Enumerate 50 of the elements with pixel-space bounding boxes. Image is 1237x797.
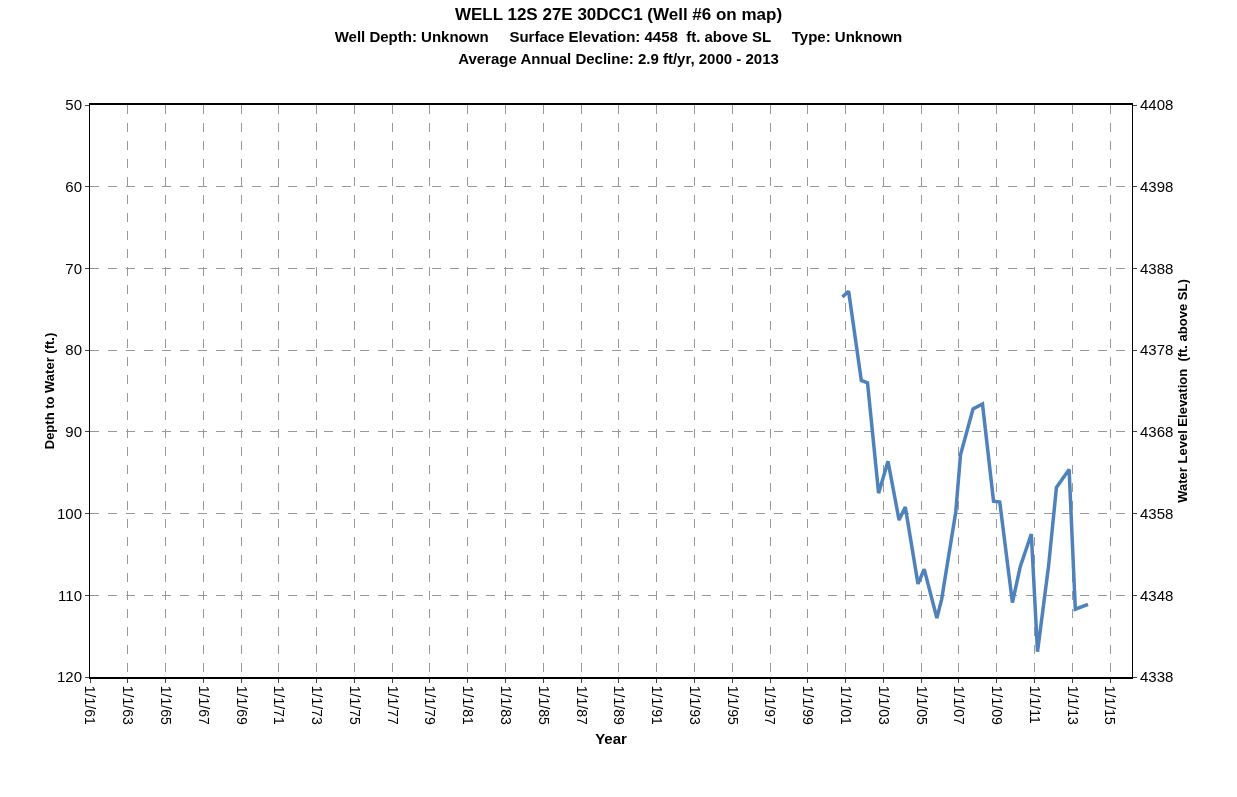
y-tick-label: 110 [58,586,82,604]
x-tick-label: 1/1/03 [875,685,892,725]
x-tick-label: 1/1/05 [913,685,930,725]
y2-axis-title: Water Level Elevation (ft. above SL) [1175,279,1191,503]
x-tick-label: 1/1/15 [1102,685,1119,725]
y-tick-label: 70 [65,259,82,277]
x-tick-label: 1/1/85 [535,685,552,725]
x-tick-label: 1/1/69 [233,685,250,725]
x-tick-label: 1/1/79 [422,685,439,725]
y-tick-label: 90 [65,423,82,441]
x-tick-label: 1/1/71 [271,685,288,725]
x-tick-label: 1/1/77 [384,685,401,725]
y2-tick-label: 4368 [1140,423,1174,441]
x-tick-label: 1/1/09 [989,685,1006,725]
x-axis-title: Year [595,730,628,748]
x-tick-label: 1/1/81 [460,685,477,725]
y2-tick-label: 4338 [1140,668,1174,686]
y2-tick-label: 4408 [1140,96,1174,114]
line-series [840,289,1090,654]
x-tick-label: 1/1/13 [1064,685,1081,725]
y-axis-title: Depth to Water (ft.) [42,332,57,450]
y2-tick-label: 4388 [1140,259,1174,277]
y2-tick-label: 4398 [1140,177,1174,195]
x-tick-label: 1/1/07 [951,685,968,725]
x-tick-label: 1/1/65 [158,685,175,725]
y-tick-label: 60 [65,177,82,195]
x-tick-label: 1/1/83 [498,685,514,725]
y-tick-label: 120 [56,668,82,686]
x-tick-label: 1/1/01 [838,685,855,725]
y2-tick-label: 4348 [1140,586,1174,604]
x-tick-label: 1/1/61 [82,685,99,725]
y2-tick-label: 4358 [1140,504,1174,522]
y-tick-label: 50 [65,96,82,114]
x-tick-label: 1/1/11 [1026,685,1043,724]
x-tick-label: 1/1/89 [611,685,628,725]
x-tick-label: 1/1/75 [346,685,363,725]
x-tick-label: 1/1/99 [800,685,817,725]
x-tick-label: 1/1/73 [309,685,326,725]
x-tick-label: 1/1/97 [762,685,779,725]
y2-tick-label: 4378 [1140,341,1174,359]
x-tick-label: 1/1/91 [649,685,666,725]
x-tick-label: 1/1/63 [120,685,137,725]
chart-title: WELL 12S 27E 30DCC1 (Well #6 on map) [454,4,783,24]
chart-subtitle: Well Depth: Unknown Surface Elevation: 4458 ft. above SL Type: Unknown Average Annual Decline: 2.9 ft/yr, 2000 - 2013 [334,28,903,68]
x-tick-label: 1/1/87 [573,685,590,725]
y-tick-label: 100 [56,504,82,522]
x-tick-label: 1/1/67 [195,685,212,725]
y-tick-label: 80 [65,341,82,359]
x-tick-label: 1/1/93 [686,685,703,725]
x-tick-label: 1/1/95 [724,685,741,725]
